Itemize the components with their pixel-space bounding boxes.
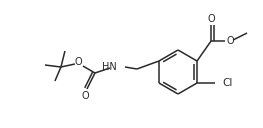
Text: O: O	[81, 91, 89, 101]
Text: O: O	[74, 57, 82, 67]
Text: O: O	[207, 14, 215, 24]
Text: O: O	[226, 36, 234, 46]
Text: Cl: Cl	[222, 78, 232, 88]
Text: HN: HN	[102, 62, 117, 72]
